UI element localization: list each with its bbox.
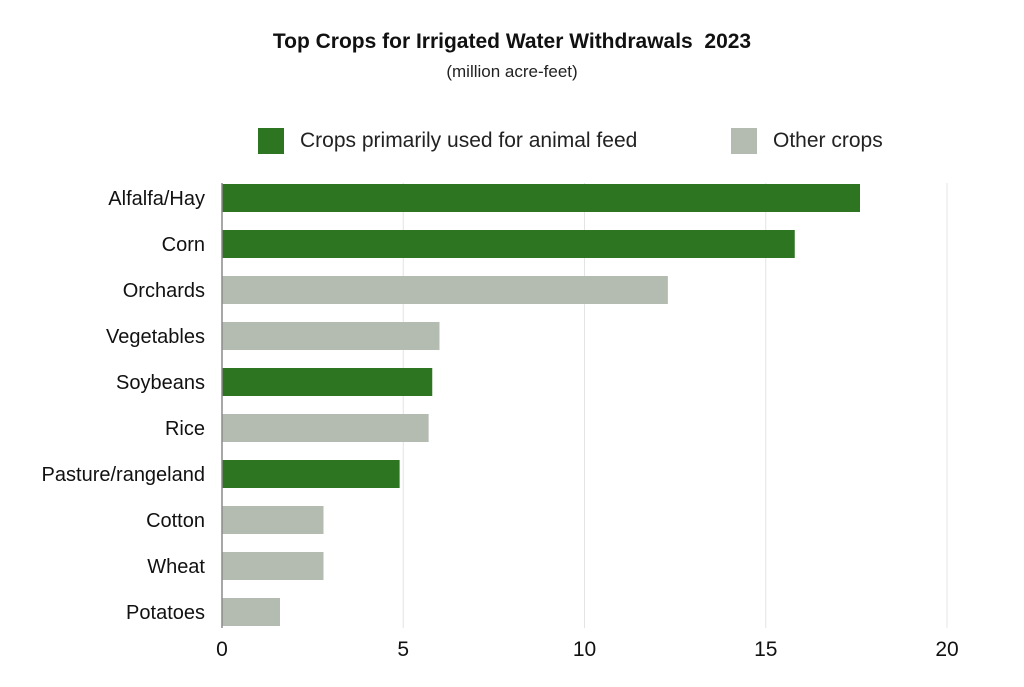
category-label-0: Alfalfa/Hay	[108, 188, 205, 210]
legend-swatch-other	[731, 128, 757, 154]
bar-6	[222, 460, 400, 488]
category-label-2: Orchards	[123, 280, 205, 302]
category-label-6: Pasture/rangeland	[42, 464, 205, 486]
category-label-1: Corn	[162, 234, 205, 256]
legend-label-other: Other crops	[773, 129, 883, 152]
legend-item-feed: Crops primarily used for animal feed	[258, 128, 637, 154]
legend-item-other: Other crops	[731, 128, 883, 154]
category-label-3: Vegetables	[106, 326, 205, 348]
chart-subtitle: (million acre-feet)	[446, 62, 578, 81]
bar-7	[222, 506, 324, 534]
x-tick-label-0: 0	[216, 638, 228, 661]
bar-1	[222, 230, 795, 258]
legend-label-feed: Crops primarily used for animal feed	[300, 129, 638, 152]
bar-4	[222, 368, 433, 396]
category-label-4: Soybeans	[116, 372, 205, 394]
category-label-8: Wheat	[147, 556, 205, 578]
category-label-5: Rice	[165, 418, 205, 440]
bar-5	[222, 414, 429, 442]
chart-title: Top Crops for Irrigated Water Withdrawal…	[272, 30, 752, 53]
chart-legend: Crops primarily used for animal feed Oth…	[0, 128, 1024, 158]
category-label-9: Potatoes	[126, 602, 205, 624]
bar-8	[222, 552, 324, 580]
legend-swatch-feed	[258, 128, 284, 154]
bar-2	[222, 276, 668, 304]
bar-9	[222, 598, 280, 626]
x-tick-label-4: 20	[935, 638, 958, 661]
x-tick-label-3: 15	[754, 638, 777, 661]
x-tick-label-1: 5	[397, 638, 409, 661]
bar-0	[222, 184, 860, 212]
bar-3	[222, 322, 440, 350]
x-tick-label-2: 10	[573, 638, 596, 661]
category-label-7: Cotton	[146, 510, 205, 532]
